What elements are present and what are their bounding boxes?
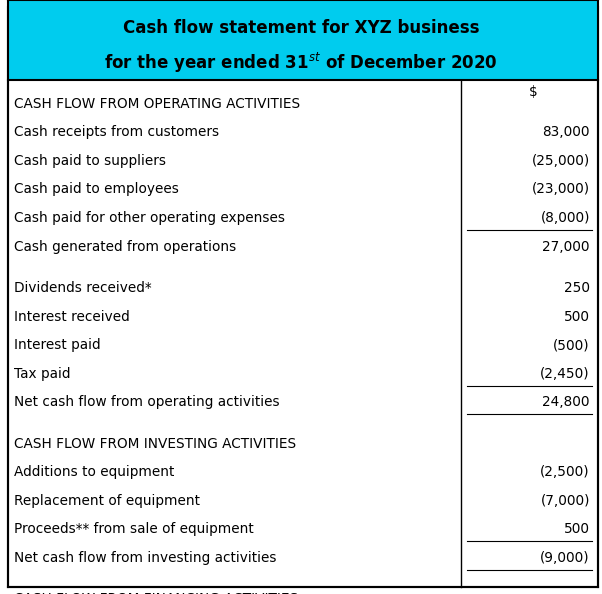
Text: Tax paid: Tax paid xyxy=(14,366,70,381)
Text: CASH FLOW FROM OPERATING ACTIVITIES: CASH FLOW FROM OPERATING ACTIVITIES xyxy=(14,97,300,111)
Text: CASH FLOW FROM FINANCING ACTIVITIES: CASH FLOW FROM FINANCING ACTIVITIES xyxy=(14,592,298,594)
Text: Interest received: Interest received xyxy=(14,309,129,324)
Bar xyxy=(8,0,598,80)
Text: (500): (500) xyxy=(553,338,590,352)
Text: 24,800: 24,800 xyxy=(542,395,590,409)
Text: $: $ xyxy=(529,85,538,99)
Text: Cash generated from operations: Cash generated from operations xyxy=(14,239,236,254)
Text: Cash receipts from customers: Cash receipts from customers xyxy=(14,125,219,140)
Text: (7,000): (7,000) xyxy=(541,494,590,508)
Text: CASH FLOW FROM INVESTING ACTIVITIES: CASH FLOW FROM INVESTING ACTIVITIES xyxy=(14,437,296,451)
Text: Cash paid to employees: Cash paid to employees xyxy=(14,182,179,197)
Text: Net cash flow from investing activities: Net cash flow from investing activities xyxy=(14,551,276,565)
Text: Additions to equipment: Additions to equipment xyxy=(14,465,174,479)
Text: (2,450): (2,450) xyxy=(541,366,590,381)
Text: Interest paid: Interest paid xyxy=(14,338,101,352)
Text: (25,000): (25,000) xyxy=(532,154,590,168)
Text: 500: 500 xyxy=(564,522,590,536)
Text: for the year ended 31$^{st}$ of December 2020: for the year ended 31$^{st}$ of December… xyxy=(104,50,498,75)
Text: 500: 500 xyxy=(564,309,590,324)
Text: Cash flow statement for XYZ business: Cash flow statement for XYZ business xyxy=(123,19,479,37)
Text: Replacement of equipment: Replacement of equipment xyxy=(14,494,200,508)
Text: Net cash flow from operating activities: Net cash flow from operating activities xyxy=(14,395,279,409)
Text: Cash paid for other operating expenses: Cash paid for other operating expenses xyxy=(14,211,285,225)
Text: 83,000: 83,000 xyxy=(542,125,590,140)
Text: Cash paid to suppliers: Cash paid to suppliers xyxy=(14,154,166,168)
Text: Proceeds** from sale of equipment: Proceeds** from sale of equipment xyxy=(14,522,253,536)
Text: Dividends received*: Dividends received* xyxy=(14,281,152,295)
Text: (9,000): (9,000) xyxy=(541,551,590,565)
Text: (23,000): (23,000) xyxy=(532,182,590,197)
Text: (2,500): (2,500) xyxy=(541,465,590,479)
Text: (8,000): (8,000) xyxy=(541,211,590,225)
Text: 250: 250 xyxy=(564,281,590,295)
Text: 27,000: 27,000 xyxy=(542,239,590,254)
